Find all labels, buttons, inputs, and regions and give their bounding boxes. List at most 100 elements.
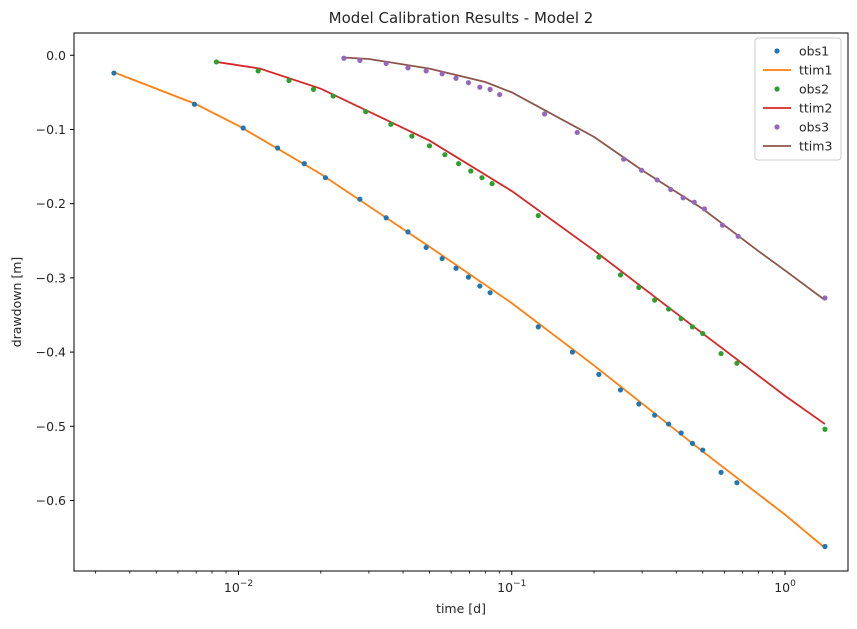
data-point-obs1 (734, 480, 740, 486)
y-tick-label: 0.0 (46, 48, 66, 63)
y-tick-label: −0.3 (36, 270, 66, 285)
y-tick-label: −0.5 (36, 419, 66, 434)
data-point-obs2 (689, 324, 696, 330)
legend-label-ttim3: ttim3 (799, 139, 832, 154)
data-point-obs1 (240, 125, 246, 131)
series-group (111, 55, 828, 550)
x-axis-label: time [d] (436, 601, 486, 616)
data-point-obs2 (596, 254, 602, 260)
data-point-obs1 (700, 447, 706, 453)
legend-swatch-obs3 (774, 124, 780, 130)
data-point-obs1 (652, 412, 658, 418)
data-point-obs3 (680, 195, 686, 201)
data-point-obs2 (479, 175, 485, 181)
axes: 0.0 −0.1 −0.2 −0.3 −0.4 −0.5 −0.6 10−2 10−1 100 (36, 48, 796, 595)
data-point-obs2 (734, 360, 740, 366)
data-point-obs1 (465, 274, 472, 280)
legend-swatch-obs2 (774, 86, 780, 92)
data-point-obs2 (426, 143, 433, 149)
data-point-obs1 (111, 70, 117, 76)
data-point-obs1 (453, 265, 459, 271)
data-point-obs3 (668, 186, 674, 193)
data-point-obs3 (638, 167, 645, 173)
data-point-obs3 (691, 199, 697, 205)
data-point-obs2 (535, 212, 541, 219)
legend-swatch-obs1 (774, 48, 780, 54)
data-point-obs1 (718, 469, 724, 475)
data-point-obs1 (596, 371, 602, 377)
data-point-obs3 (654, 177, 660, 183)
legend-label-ttim1: ttim1 (799, 63, 832, 78)
axes-frame (73, 32, 849, 572)
data-point-obs3 (453, 75, 459, 81)
x-tick-label: 10−2 (224, 579, 253, 595)
data-point-obs1 (477, 283, 483, 289)
data-point-obs3 (383, 60, 389, 67)
data-point-obs3 (735, 233, 741, 239)
data-point-obs2 (666, 306, 672, 312)
data-point-obs3 (621, 156, 627, 162)
data-point-obs2 (310, 86, 317, 92)
x-tick-label: 10−1 (497, 579, 526, 595)
data-point-obs1 (689, 440, 696, 446)
y-tick-label: −0.6 (36, 493, 66, 508)
data-point-obs3 (574, 129, 580, 136)
chart-title: Model Calibration Results - Model 2 (329, 9, 594, 27)
data-point-obs2 (636, 284, 642, 291)
data-point-obs2 (442, 152, 448, 158)
data-point-obs3 (497, 91, 503, 98)
series-line-ttim3 (343, 56, 826, 301)
data-point-obs2 (617, 272, 624, 278)
data-point-obs1 (666, 421, 672, 427)
data-point-obs1 (636, 401, 642, 407)
data-point-obs2 (255, 68, 261, 74)
data-point-obs3 (701, 206, 708, 212)
y-axis-label: drawdown [m] (9, 257, 24, 348)
data-point-obs1 (191, 101, 198, 107)
data-point-obs1 (678, 430, 684, 436)
data-point-obs3 (405, 65, 411, 71)
series-line-ttim2 (216, 61, 826, 425)
data-point-obs2 (468, 168, 474, 174)
plot-area (111, 55, 828, 550)
data-point-obs1 (569, 349, 576, 355)
data-point-obs3 (487, 86, 493, 92)
legend-label-obs3: obs3 (799, 120, 829, 135)
data-point-obs3 (465, 80, 472, 86)
data-point-obs2 (822, 426, 828, 432)
data-point-obs2 (286, 77, 292, 84)
data-point-obs1 (383, 215, 389, 221)
data-point-obs1 (423, 244, 429, 251)
data-point-obs1 (487, 290, 493, 296)
data-point-obs3 (423, 68, 429, 74)
data-point-obs2 (213, 59, 219, 65)
data-point-obs2 (718, 350, 724, 357)
data-point-obs1 (535, 324, 541, 330)
legend-label-obs2: obs2 (799, 82, 829, 97)
data-point-obs3 (719, 222, 726, 228)
data-point-obs3 (542, 111, 548, 117)
data-point-obs2 (456, 161, 462, 167)
data-point-obs1 (275, 145, 281, 151)
data-point-obs3 (477, 84, 483, 90)
data-point-obs2 (678, 316, 684, 322)
x-tick-label: 100 (774, 579, 796, 595)
data-point-obs1 (405, 229, 411, 235)
data-point-obs3 (341, 55, 347, 61)
legend-label-obs1: obs1 (799, 44, 829, 59)
data-point-obs2 (652, 297, 658, 303)
data-point-obs3 (822, 295, 828, 301)
data-point-obs3 (439, 71, 445, 77)
data-point-obs1 (822, 543, 828, 550)
y-tick-label: −0.2 (36, 196, 66, 211)
data-point-obs2 (330, 93, 336, 99)
legend-label-ttim2: ttim2 (799, 101, 832, 116)
series-line-ttim1 (113, 71, 826, 549)
data-point-obs2 (409, 133, 415, 139)
y-tick-label: −0.4 (36, 345, 66, 360)
y-tick-label: −0.1 (36, 122, 66, 137)
data-point-obs1 (301, 161, 307, 167)
data-point-obs2 (363, 109, 369, 115)
data-point-obs1 (322, 175, 329, 181)
